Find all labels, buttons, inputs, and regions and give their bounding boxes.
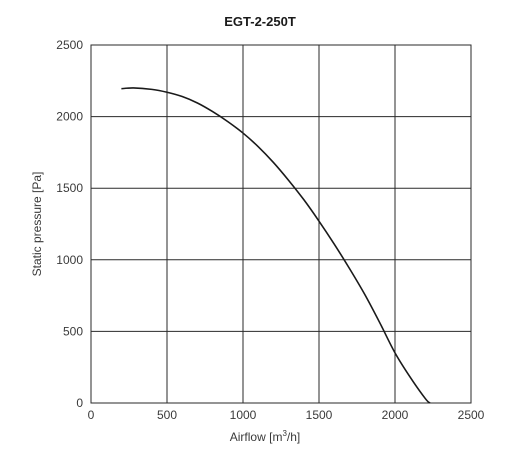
grid-layer: [90, 44, 472, 404]
x-tick-label: 500: [157, 408, 177, 422]
y-tick-label: 0: [76, 396, 83, 410]
y-tick-label: 1000: [56, 253, 83, 267]
x-tick-label: 1000: [230, 408, 257, 422]
x-axis-label: Airflow [m3/h]: [230, 429, 300, 444]
chart-title: EGT-2-250T: [224, 14, 296, 29]
x-axis-label-prefix: Airflow [m: [230, 430, 283, 444]
x-axis-label-superscript: 3: [282, 429, 287, 438]
y-tick-label: 2500: [56, 38, 83, 52]
y-tick-label: 500: [63, 324, 83, 338]
x-tick-label: 1500: [306, 408, 333, 422]
y-axis-label: Static pressure [Pa]: [30, 172, 44, 277]
y-tick-label: 1500: [56, 181, 83, 195]
x-axis-label-suffix: /h]: [287, 430, 300, 444]
x-tick-label: 2500: [458, 408, 485, 422]
plot-frame: [90, 44, 472, 404]
x-tick-label: 2000: [382, 408, 409, 422]
x-tick-label: 0: [88, 408, 95, 422]
series-layer: [121, 87, 431, 404]
x-tick-labels: 0 500 1000 1500 2000 2500: [88, 408, 485, 422]
series-line: [121, 87, 431, 404]
y-tick-labels: 0 500 1000 1500 2000 2500: [56, 38, 83, 410]
y-tick-label: 2000: [56, 110, 83, 124]
